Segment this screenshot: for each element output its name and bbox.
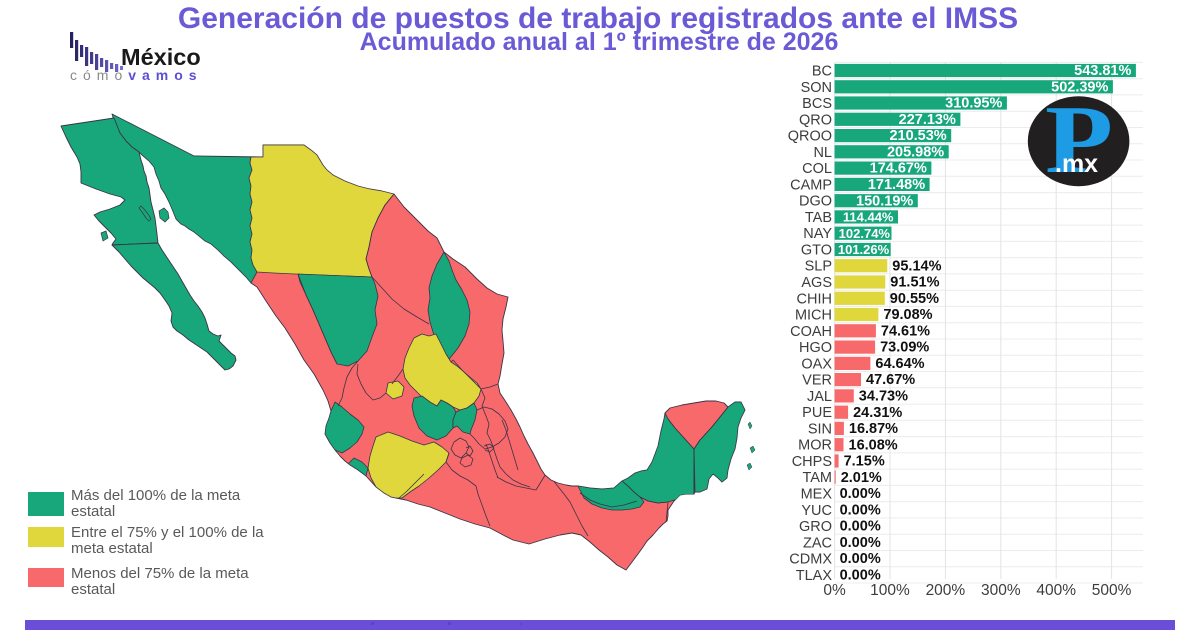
svg-text:0%: 0% [823,582,846,599]
svg-text:2.01%: 2.01% [841,470,882,486]
svg-text:73.09%: 73.09% [880,340,929,356]
svg-text:NL: NL [813,145,832,161]
svg-text:502.39%: 502.39% [1051,79,1108,95]
svg-text:TLAX: TLAX [796,568,833,584]
svg-text:100%: 100% [870,582,910,599]
svg-text:101.26%: 101.26% [838,242,890,257]
svg-text:QRO: QRO [799,112,832,128]
svg-text:PUE: PUE [802,405,832,421]
svg-text:ZAC: ZAC [803,535,832,551]
svg-text:HGO: HGO [799,340,832,356]
svg-text:estatal: estatal [71,503,115,520]
svg-text:102.74%: 102.74% [839,226,891,241]
svg-text:P: P [1045,86,1113,194]
svg-text:0.00%: 0.00% [840,551,881,567]
svg-text:TAB: TAB [805,210,832,226]
svg-text:Entre el 75% y el 100% de la: Entre el 75% y el 100% de la [71,524,264,541]
svg-text:MOR: MOR [798,438,832,454]
svg-text:0.00%: 0.00% [840,568,881,584]
svg-text:BC: BC [812,64,832,80]
svg-text:SON: SON [801,80,832,96]
svg-text:227.13%: 227.13% [899,112,956,128]
svg-text:México: México [121,44,201,70]
svg-text:TAM: TAM [802,470,832,486]
svg-text:SLP: SLP [805,259,832,275]
svg-text:OAX: OAX [801,356,832,372]
svg-text:.mx: .mx [1055,150,1098,178]
svg-text:CDMX: CDMX [789,552,832,568]
svg-text:GRO: GRO [799,519,832,535]
svg-text:150.19%: 150.19% [856,193,913,209]
svg-text:300%: 300% [981,582,1021,599]
svg-text:205.98%: 205.98% [887,144,944,160]
svg-text:47.67%: 47.67% [866,372,915,388]
svg-text:Menos del 75% de la meta: Menos del 75% de la meta [71,565,249,582]
svg-text:GTO: GTO [801,243,832,259]
svg-text:0.00%: 0.00% [840,519,881,535]
svg-text:500%: 500% [1092,582,1132,599]
svg-text:cómovamos: cómovamos [70,67,203,83]
svg-text:79.08%: 79.08% [883,307,932,323]
svg-text:BCS: BCS [802,96,832,112]
svg-text:310.95%: 310.95% [945,96,1002,112]
svg-text:MICH: MICH [795,308,832,324]
svg-text:QROO: QROO [788,129,832,145]
svg-text:Acumulado anual al 1º trimestr: Acumulado anual al 1º trimestre de 2026 [360,28,839,56]
svg-text:CHIH: CHIH [797,291,832,307]
svg-text:DGO: DGO [799,194,832,210]
svg-text:0.00%: 0.00% [840,535,881,551]
svg-text:NAY: NAY [803,226,832,242]
svg-text:74.61%: 74.61% [881,323,930,339]
svg-text:JAL: JAL [807,389,832,405]
svg-text:210.53%: 210.53% [889,128,946,144]
svg-text:MEX: MEX [801,487,833,503]
svg-text:meta estatal: meta estatal [71,540,153,557]
svg-text:95.14%: 95.14% [892,258,941,274]
svg-text:COAH: COAH [790,324,832,340]
svg-text:AGS: AGS [801,275,832,291]
svg-text:estatal: estatal [71,581,115,598]
svg-text:16.08%: 16.08% [849,437,898,453]
svg-text:174.67%: 174.67% [870,161,927,177]
svg-text:171.48%: 171.48% [868,177,925,193]
svg-text:114.44%: 114.44% [843,210,894,225]
svg-text:0.00%: 0.00% [840,502,881,518]
svg-text:COL: COL [802,161,832,177]
svg-text:34.73%: 34.73% [859,389,908,405]
svg-text:CAMP: CAMP [790,177,832,193]
svg-text:64.64%: 64.64% [875,356,924,372]
svg-text:VER: VER [802,373,832,389]
svg-text:0.00%: 0.00% [840,486,881,502]
svg-text:90.55%: 90.55% [890,291,939,307]
svg-text:Más del 100% de la meta: Más del 100% de la meta [71,487,241,504]
svg-text:16.87%: 16.87% [849,421,898,437]
svg-text:200%: 200% [926,582,966,599]
svg-text:543.81%: 543.81% [1074,63,1131,79]
svg-text:CHPS: CHPS [792,454,832,470]
svg-text:SIN: SIN [808,421,832,437]
svg-text:91.51%: 91.51% [890,275,939,291]
svg-text:Generación de puestos de traba: Generación de puestos de trabajo registr… [178,2,1018,35]
svg-text:7.15%: 7.15% [844,454,885,470]
svg-text:400%: 400% [1036,582,1076,599]
svg-text:24.31%: 24.31% [853,405,902,421]
svg-text:YUC: YUC [801,503,832,519]
